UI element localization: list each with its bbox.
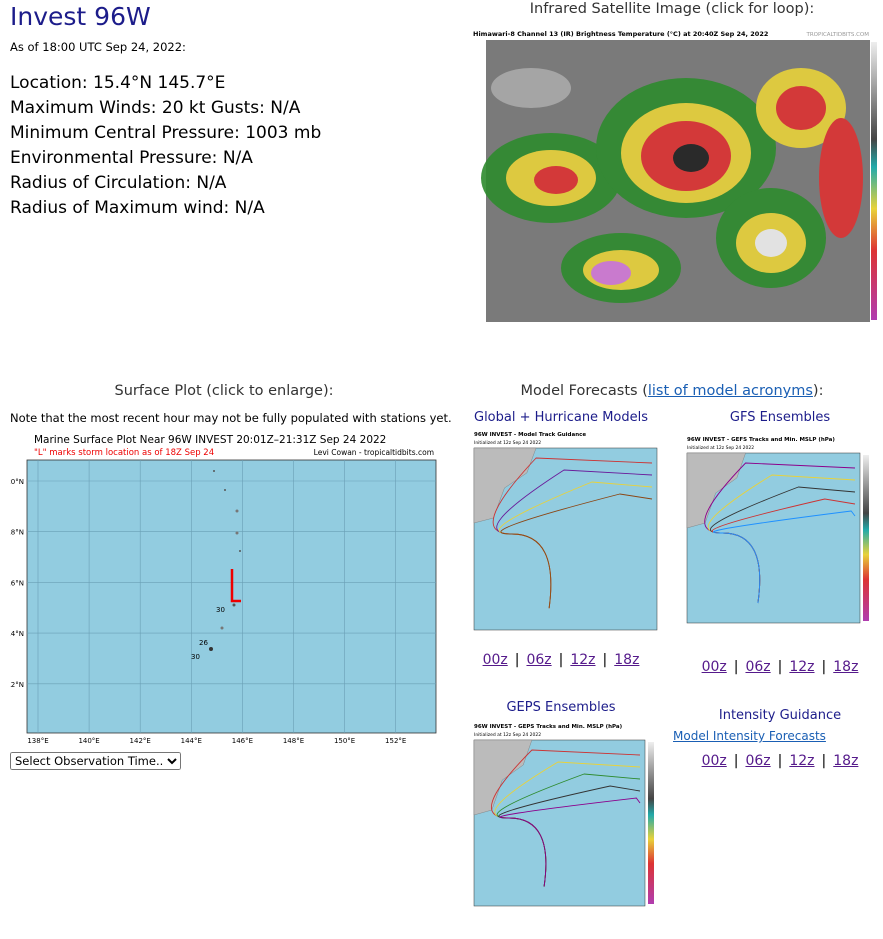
image-subtitle: Initialized at 12z Sep 24 2022 (687, 445, 754, 451)
station-label: 30 (216, 606, 225, 614)
separator: | (777, 753, 783, 769)
model-image[interactable]: 96W INVEST - Model Track Guidance Initial… (471, 428, 663, 640)
run-link[interactable]: 12z (570, 652, 596, 668)
lon-label: 138°E (27, 737, 48, 745)
run-link[interactable]: 00z (701, 659, 727, 675)
lon-label: 140°E (78, 737, 99, 745)
image-subtitle: Initialized at 12z Sep 24 2022 (474, 732, 541, 738)
track (499, 797, 641, 887)
surface-image[interactable]: Marine Surface Plot Near 96W INVEST 20:0… (10, 433, 437, 745)
colorbar (871, 42, 877, 320)
separator: | (821, 659, 827, 675)
model-image[interactable]: 96W INVEST - GEFS Tracks and Min. MSLP (… (684, 433, 874, 633)
satellite-image[interactable]: Himawari-8 Channel 13 (IR) Brightness Te… (471, 28, 881, 332)
lon-label: 144°E (181, 737, 202, 745)
image-subtitle: "L" marks storm location as of 18Z Sep 2… (34, 448, 214, 458)
run-links: 00z | 06z | 12z | 18z (695, 659, 866, 675)
run-link[interactable]: 06z (745, 753, 771, 769)
lon-label: 152°E (385, 737, 406, 745)
surface-heading: Surface Plot (click to enlarge): (114, 383, 334, 399)
heading-text: Model Forecasts ( (520, 383, 648, 399)
lon-label: 146°E (232, 737, 253, 745)
run-link[interactable]: 06z (526, 652, 552, 668)
lon-label: 150°E (334, 737, 355, 745)
run-link[interactable]: 00z (482, 652, 508, 668)
panel-title: GFS Ensembles (729, 410, 831, 425)
satellite-heading: Infrared Satellite Image (click for loop… (529, 1, 815, 17)
separator: | (733, 753, 739, 769)
separator: | (514, 652, 520, 668)
separator: | (733, 659, 739, 675)
image-credit: Levi Cowan - tropicaltidbits.com (314, 448, 434, 457)
separator: | (558, 652, 564, 668)
lat-label: 12°N (10, 681, 24, 689)
lon-label: 148°E (283, 737, 304, 745)
run-link[interactable]: 18z (833, 659, 859, 675)
intensity-link[interactable]: Model Intensity Forecasts (673, 729, 826, 743)
observation-select[interactable]: Select Observation Time... (10, 752, 181, 770)
run-links: 00z | 06z | 12z | 18z (476, 652, 647, 668)
heading-text: ): (812, 383, 824, 399)
page-title: Invest 96W (10, 2, 151, 31)
run-link[interactable]: 12z (789, 753, 815, 769)
info-line: Maximum Winds: 20 kt Gusts: N/A (10, 98, 301, 118)
land (473, 447, 537, 524)
run-link[interactable]: 06z (745, 659, 771, 675)
image-title: 96W INVEST - GEPS Tracks and Min. MSLP (… (474, 724, 623, 730)
station-label: 26 (199, 639, 208, 647)
lon-label: 142°E (130, 737, 151, 745)
station-label: 30 (191, 653, 200, 661)
separator: | (602, 652, 608, 668)
track (500, 493, 653, 609)
separator: | (821, 753, 827, 769)
storm-markers (209, 470, 241, 651)
separator: | (777, 659, 783, 675)
image-title: Himawari-8 Channel 13 (IR) Brightness Te… (473, 30, 768, 38)
lat-label: 20°N (10, 478, 24, 486)
intensity-heading: Intensity Guidance (718, 708, 842, 723)
panel-title: Global + Hurricane Models (473, 410, 649, 425)
run-link[interactable]: 18z (614, 652, 640, 668)
model-image[interactable]: 96W INVEST - GEPS Tracks and Min. MSLP (… (471, 720, 659, 916)
info-line: Location: 15.4°N 145.7°E (10, 73, 226, 93)
image-credit: TROPICALTIDBITS.COM (806, 32, 870, 38)
colorbar (863, 455, 869, 621)
cloud-blobs (481, 68, 863, 303)
info-line: Minimum Central Pressure: 1003 mb (10, 123, 322, 143)
run-link[interactable]: 12z (789, 659, 815, 675)
run-links: 00z | 06z | 12z | 18z (695, 753, 866, 769)
info-line: Radius of Maximum wind: N/A (10, 198, 265, 218)
lat-label: 18°N (10, 529, 24, 537)
info-line: Radius of Circulation: N/A (10, 173, 227, 193)
storm-info: Location: 15.4°N 145.7°E Maximum Winds: … (10, 71, 321, 221)
image-title: 96W INVEST - GEFS Tracks and Min. MSLP (… (687, 437, 835, 443)
image-title: 96W INVEST - Model Track Guidance (474, 432, 586, 438)
surface-note: Note that the most recent hour may not b… (10, 411, 452, 425)
panel-title: GEPS Ensembles (506, 700, 616, 715)
land (473, 739, 533, 816)
run-link[interactable]: 18z (833, 753, 859, 769)
colorbar (648, 742, 654, 904)
run-link[interactable]: 00z (701, 753, 727, 769)
lat-label: 14°N (10, 630, 24, 638)
acronyms-link[interactable]: list of model acronyms (647, 383, 813, 399)
track (712, 510, 856, 604)
as-of: As of 18:00 UTC Sep 24, 2022: (10, 40, 186, 54)
model-heading: Model Forecasts (list of model acronyms)… (521, 383, 824, 399)
land (686, 452, 746, 529)
info-line: Environmental Pressure: N/A (10, 148, 253, 168)
image-subtitle: Initialized at 12z Sep 24 2022 (474, 440, 541, 446)
image-title: Marine Surface Plot Near 96W INVEST 20:0… (34, 434, 386, 446)
lat-label: 16°N (10, 579, 24, 587)
